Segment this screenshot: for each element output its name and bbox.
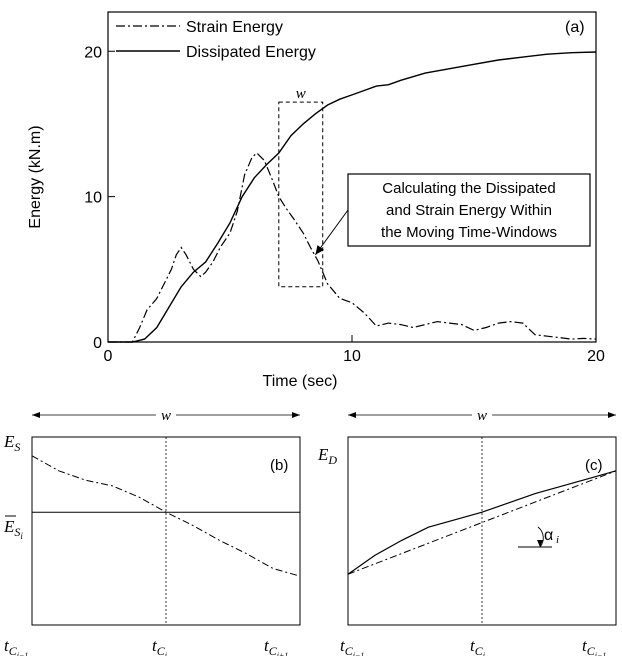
panel-b-tick-right: tCi+1 (264, 636, 288, 656)
panel-c-tick-right: tCi−1 (582, 636, 606, 656)
panel-b-window-label-bg (156, 405, 176, 421)
svg-text:ESi: ESi (3, 517, 23, 541)
x-axis-label: Time (sec) (263, 373, 338, 390)
y-axis-label: Energy (kN.m) (27, 125, 44, 228)
panel-c-x-tick-labels: tCi−1 tCi tCi−1 (340, 636, 606, 656)
svg-text:ED: ED (317, 445, 337, 467)
panel-c-window-arrow-right (608, 412, 616, 418)
legend: Strain Energy Dissipated Energy (116, 19, 316, 61)
y-tick-label: 20 (84, 44, 102, 61)
panel-b-strain-curve (31, 455, 301, 577)
y-tick-label: 10 (84, 190, 102, 207)
panel-c-tick-left: tCi−1 (340, 636, 364, 656)
panel-c-angle-arrowhead (537, 540, 543, 547)
series-dissipated-energy-line (108, 51, 597, 343)
panel-c-y-label: ED (317, 445, 337, 467)
annotation-callout: Calculating the Dissipated and Strain En… (314, 173, 591, 256)
panel-a-chart: 0 10 20 0 10 20 w Strain Energy Dissipated En… (27, 11, 605, 390)
panel-b-tick-center: tCi (152, 636, 167, 656)
svg-text:ES: ES (3, 432, 20, 454)
annotation-line-3: the Moving Time-Windows (381, 224, 557, 241)
panel-c-tick-center: tCi (470, 636, 485, 656)
panel-c-angle-label: α i (544, 527, 559, 546)
x-tick-label: 10 (343, 348, 361, 365)
panel-c-window-arrow-left (348, 412, 356, 418)
panel-c-angle-arc (537, 526, 544, 548)
annotation-line-1: Calculating the Dissipated (382, 180, 555, 197)
panel-c-chord-line (347, 470, 617, 575)
panel-c-window-label: w (477, 408, 487, 424)
moving-window-box (278, 101, 324, 288)
legend-dissipated-energy: Dissipated Energy (186, 44, 316, 61)
svg-text:α i: α i (544, 527, 559, 546)
annotation-line-2: and Strain Energy Within (386, 202, 552, 219)
x-tick-label: 0 (104, 348, 113, 365)
panel-b-window-arrow-right (292, 412, 300, 418)
legend-strain-energy: Strain Energy (186, 19, 283, 36)
panel-b-tick-left: tCi−1 (4, 636, 28, 656)
y-tick-label: 0 (93, 335, 102, 352)
panel-b-y-label: ES (3, 432, 20, 454)
x-tick-label: 20 (587, 348, 605, 365)
panel-b-x-tick-labels: tCi−1 tCi tCi+1 (4, 636, 288, 656)
panel-c-dissipated-curve (347, 470, 617, 575)
panel-a-label: (a) (565, 19, 585, 36)
annotation-arrow (314, 209, 349, 256)
window-w-label: w (296, 86, 306, 102)
panel-b-mean-label: ESi (3, 515, 23, 541)
panel-b-label: (b) (270, 457, 288, 474)
panel-b-chart: w (b) ES ESi tCi−1 tCi tCi+1 (3, 405, 301, 656)
series-strain-energy-line (108, 152, 597, 343)
panel-c-chart: w α i (c) ED tCi−1 tCi tCi−1 (317, 405, 617, 656)
panel-c-window-label-bg (472, 405, 492, 421)
panel-c-label: (c) (585, 457, 603, 474)
annotation-arrowhead (315, 245, 324, 255)
panel-b-window-label: w (161, 408, 171, 424)
panel-b-window-arrow-left (32, 412, 40, 418)
